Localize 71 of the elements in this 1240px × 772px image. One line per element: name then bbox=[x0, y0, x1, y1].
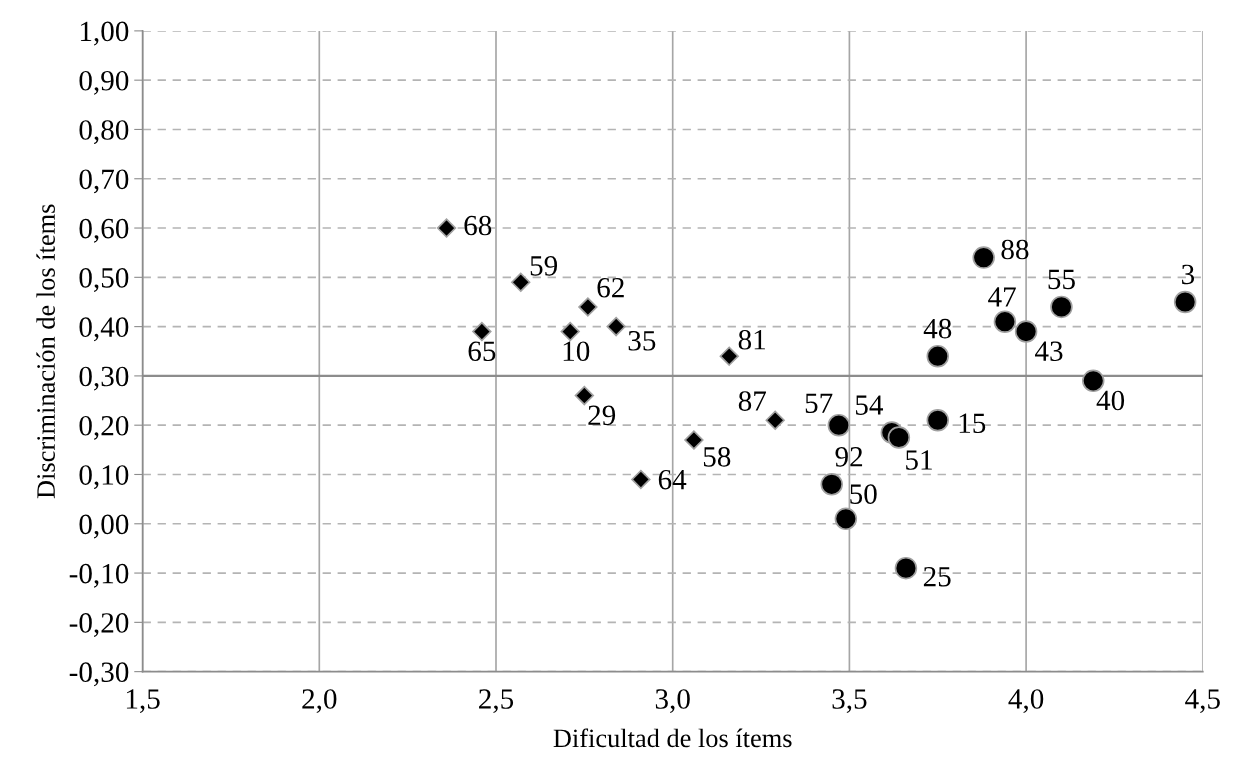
annotation: 48 bbox=[923, 318, 952, 339]
x-tick-label: 3,0 bbox=[655, 689, 690, 714]
y-tick-label: -0,20 bbox=[69, 613, 129, 637]
y-tick-label: 0,80 bbox=[79, 120, 129, 145]
point bbox=[1014, 320, 1038, 343]
x-tick-label: 3,5 bbox=[832, 689, 867, 714]
point bbox=[472, 321, 492, 342]
point bbox=[834, 507, 858, 531]
y-tick-label: -0,10 bbox=[69, 563, 129, 588]
annotation: 50 bbox=[850, 484, 877, 504]
x-tick-label: 1,5 bbox=[126, 689, 160, 714]
annotation: 51 bbox=[906, 450, 932, 470]
point bbox=[606, 316, 626, 337]
annotation: 92 bbox=[835, 447, 863, 467]
annotation: 62 bbox=[597, 277, 624, 298]
annotation: 43 bbox=[1035, 341, 1063, 362]
point bbox=[827, 413, 851, 437]
y-tick-label: 0,60 bbox=[79, 218, 129, 243]
point bbox=[820, 473, 843, 496]
y-tick-label: 1,00 bbox=[80, 21, 129, 46]
x-tick-label: 2,0 bbox=[302, 689, 337, 714]
point bbox=[993, 310, 1017, 333]
point bbox=[511, 272, 531, 292]
y-axis-title: Discriminación de los ítems bbox=[36, 204, 55, 499]
point bbox=[926, 409, 950, 432]
annotation: 87 bbox=[738, 391, 767, 411]
annotation: 10 bbox=[563, 341, 590, 362]
annotation: 40 bbox=[1096, 390, 1125, 411]
point bbox=[436, 218, 457, 238]
y-tick-label: 0,70 bbox=[79, 169, 129, 194]
point bbox=[574, 385, 595, 406]
annotation: 25 bbox=[923, 566, 951, 587]
annotation: 29 bbox=[588, 405, 616, 426]
point bbox=[631, 469, 651, 490]
annotation: 47 bbox=[988, 287, 1016, 307]
point bbox=[719, 346, 739, 366]
point bbox=[765, 410, 785, 430]
y-tick-label: 0,90 bbox=[79, 70, 129, 95]
y-tick-label: 0,00 bbox=[79, 514, 129, 539]
y-tick-label: 0,30 bbox=[79, 366, 129, 391]
point bbox=[894, 556, 918, 580]
point bbox=[684, 430, 704, 450]
y-tick-label: 0,50 bbox=[79, 268, 129, 292]
annotation: 55 bbox=[1048, 269, 1075, 290]
annotation: 81 bbox=[738, 329, 765, 350]
y-tick-label: 0,40 bbox=[79, 317, 129, 342]
annotation: 65 bbox=[468, 341, 496, 362]
annotation: 68 bbox=[464, 215, 492, 236]
x-axis-title: Dificultad de los ítems bbox=[553, 728, 792, 748]
annotation: 15 bbox=[959, 413, 986, 434]
annotation: 54 bbox=[856, 395, 884, 415]
annotation: 64 bbox=[658, 469, 687, 490]
annotation: 35 bbox=[628, 330, 656, 351]
point bbox=[578, 297, 598, 317]
point bbox=[887, 426, 911, 449]
annotation: 88 bbox=[1001, 239, 1029, 260]
point bbox=[1173, 290, 1197, 314]
annotation: 58 bbox=[703, 447, 731, 467]
y-tick-label: 0,20 bbox=[79, 415, 129, 440]
point bbox=[560, 321, 580, 342]
annotation: 57 bbox=[805, 393, 833, 414]
point bbox=[1050, 295, 1073, 319]
annotation: 59 bbox=[530, 256, 558, 276]
annotation: 3 bbox=[1182, 264, 1195, 285]
x-tick-label: 4,0 bbox=[1008, 689, 1044, 714]
y-tick-label: 0,10 bbox=[79, 465, 129, 490]
x-tick-label: 2,5 bbox=[479, 689, 514, 714]
y-tick-label: -0,30 bbox=[69, 662, 129, 687]
point bbox=[926, 344, 950, 368]
x-tick-label: 4,5 bbox=[1185, 689, 1220, 714]
point bbox=[972, 246, 995, 269]
